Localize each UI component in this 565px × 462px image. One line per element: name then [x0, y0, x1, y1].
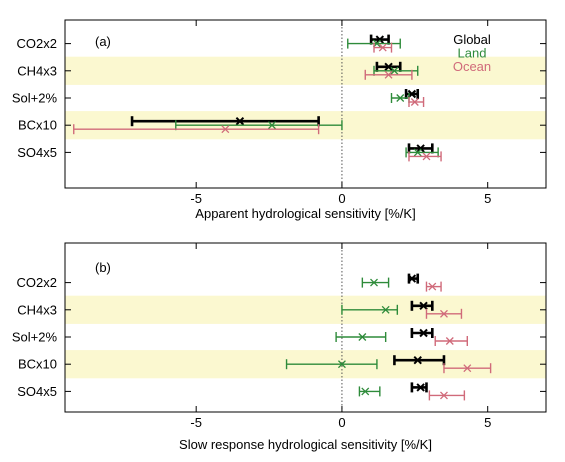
shaded-row-band — [65, 295, 546, 324]
point-marker — [375, 35, 385, 44]
data-point-global — [410, 382, 428, 393]
data-point-ocean — [443, 363, 492, 374]
point-marker — [384, 62, 393, 72]
x-tick-label: 0 — [338, 415, 345, 430]
x-tick-label: -5 — [190, 191, 202, 206]
category-label: CH4x3 — [17, 63, 57, 78]
shaded-row-band — [65, 56, 546, 85]
data-point-ocean — [408, 97, 425, 107]
data-point-land — [361, 277, 390, 288]
point-marker — [370, 278, 378, 287]
legend-entry-land: Land — [458, 46, 487, 61]
legend-entry-global: Global — [453, 32, 491, 47]
data-point-ocean — [73, 124, 320, 135]
data-point-land — [358, 386, 381, 397]
point-marker — [419, 328, 428, 338]
point-marker — [416, 383, 425, 392]
point-marker — [384, 70, 393, 79]
panel-label: (b) — [95, 260, 111, 275]
category-label: Sol+2% — [12, 91, 58, 106]
point-marker — [268, 121, 276, 130]
legend-entry-ocean: Ocean — [453, 59, 491, 74]
point-marker — [428, 282, 437, 291]
point-marker — [410, 98, 419, 106]
data-point-ocean — [408, 151, 442, 162]
panel-a: -5 0 5 CO2x2 CH4x3 Sol+2% BCx10 SO4x5 Apparent h… — [12, 19, 547, 221]
data-point-global — [407, 143, 434, 154]
data-point-land — [335, 332, 387, 342]
point-marker — [463, 364, 472, 373]
data-point-land — [285, 359, 378, 370]
data-point-ocean — [364, 69, 413, 80]
point-marker — [390, 66, 399, 75]
point-marker — [396, 94, 405, 102]
panel-label: (a) — [95, 34, 111, 49]
category-label: CO2x2 — [17, 275, 57, 290]
point-marker — [419, 301, 428, 311]
point-marker — [358, 333, 367, 341]
point-marker — [361, 387, 370, 396]
x-tick-label: -5 — [190, 415, 202, 430]
point-marker — [445, 337, 454, 345]
plot-frame — [64, 19, 547, 189]
data-point-global — [404, 89, 420, 99]
point-marker — [337, 360, 346, 369]
data-point-ocean — [373, 42, 393, 53]
x-tick-label: 0 — [338, 191, 345, 206]
category-label: SO4x5 — [17, 145, 57, 160]
point-marker — [413, 148, 422, 157]
point-marker — [381, 305, 390, 314]
category-label: BCx10 — [18, 357, 57, 372]
category-label: BCx10 — [18, 118, 57, 133]
data-point-global — [410, 328, 434, 338]
x-tick-label: 5 — [484, 191, 491, 206]
point-marker — [413, 355, 422, 365]
category-label: Sol+2% — [12, 330, 58, 345]
data-point-land — [341, 304, 399, 315]
category-label: CO2x2 — [17, 36, 57, 51]
point-marker — [221, 125, 230, 134]
category-label: CH4x3 — [17, 302, 57, 317]
x-axis-label: Slow response hydrological sensitivity [… — [179, 437, 432, 452]
data-point-global — [410, 300, 434, 311]
x-axis-label: Apparent hydrological sensitivity [%/K] — [195, 206, 415, 221]
data-point-ocean — [428, 390, 466, 401]
point-marker — [378, 43, 387, 52]
category-label: SO4x5 — [17, 384, 57, 399]
panel-b: -5 0 5 CO2x2 CH4x3 Sol+2% BCx10 SO4x5 Slow respo… — [12, 242, 547, 452]
point-marker — [407, 274, 417, 283]
plot-frame — [64, 242, 547, 413]
x-tick-label: 5 — [484, 415, 491, 430]
data-point-ocean — [425, 281, 442, 292]
point-marker — [440, 309, 448, 318]
data-point-ocean — [434, 336, 468, 346]
point-marker — [422, 152, 431, 161]
point-marker — [235, 116, 245, 126]
point-marker — [440, 391, 448, 400]
data-point-global — [407, 273, 420, 284]
data-point-ocean — [425, 308, 463, 319]
point-marker — [416, 144, 425, 153]
